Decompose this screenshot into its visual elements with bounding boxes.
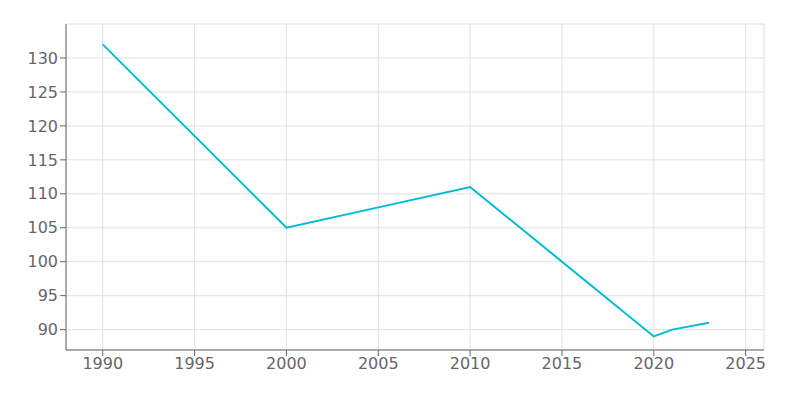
svg-text:2005: 2005 [358, 354, 399, 373]
svg-text:1995: 1995 [174, 354, 215, 373]
svg-text:1990: 1990 [82, 354, 123, 373]
svg-text:2025: 2025 [725, 354, 766, 373]
svg-text:2020: 2020 [633, 354, 674, 373]
svg-text:105: 105 [27, 218, 58, 237]
svg-text:2015: 2015 [542, 354, 583, 373]
svg-text:110: 110 [27, 184, 58, 203]
svg-text:130: 130 [27, 49, 58, 68]
svg-text:2000: 2000 [266, 354, 307, 373]
svg-text:115: 115 [27, 151, 58, 170]
svg-text:2010: 2010 [450, 354, 491, 373]
svg-text:125: 125 [27, 83, 58, 102]
svg-text:120: 120 [27, 117, 58, 136]
svg-text:100: 100 [27, 252, 58, 271]
svg-text:95: 95 [38, 286, 58, 305]
svg-text:90: 90 [38, 320, 58, 339]
